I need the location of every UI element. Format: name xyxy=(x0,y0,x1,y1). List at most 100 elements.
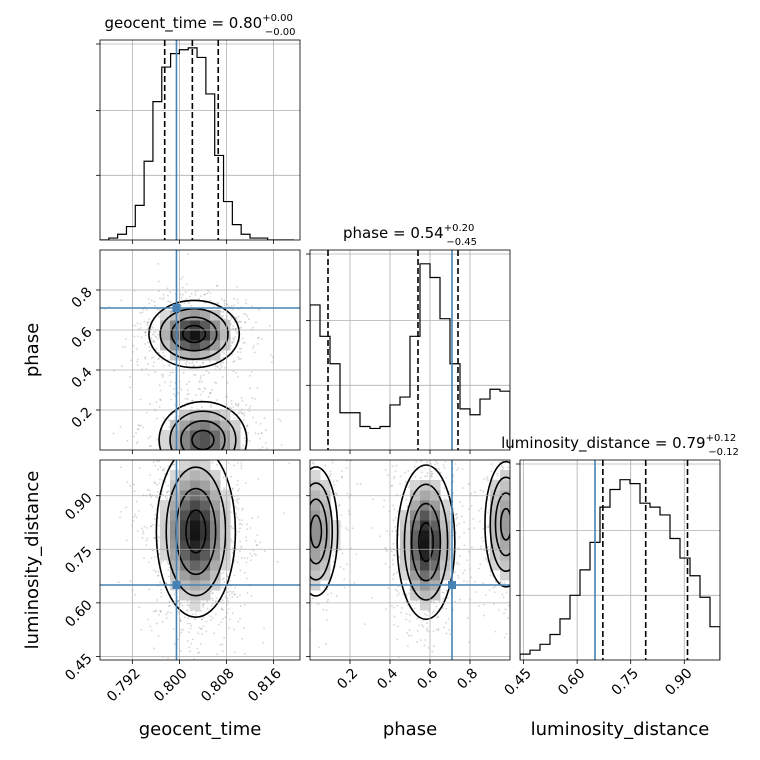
scatter-point xyxy=(233,465,235,467)
scatter-point xyxy=(139,467,141,469)
scatter-point xyxy=(201,633,203,635)
scatter-point xyxy=(456,513,458,515)
scatter-point xyxy=(263,628,265,630)
density-cell xyxy=(190,600,201,611)
scatter-point xyxy=(249,465,251,467)
scatter-point xyxy=(264,417,266,419)
scatter-point xyxy=(431,457,433,459)
scatter-point xyxy=(482,582,484,584)
scatter-point xyxy=(237,621,239,623)
scatter-point xyxy=(159,406,161,408)
scatter-point xyxy=(166,613,168,615)
scatter-point xyxy=(129,376,131,378)
scatter-point xyxy=(223,487,225,489)
scatter-point xyxy=(241,447,243,449)
density-cell xyxy=(220,550,231,561)
scatter-point xyxy=(134,490,136,492)
scatter-point xyxy=(153,457,155,459)
density-cell xyxy=(190,490,201,501)
scatter-point xyxy=(431,473,433,475)
scatter-point xyxy=(478,420,480,422)
scatter-point xyxy=(510,521,512,523)
joint-panel-geocent_time-luminosity_distance xyxy=(100,354,300,694)
scatter-point xyxy=(297,538,299,540)
scatter-point xyxy=(191,678,193,680)
scatter-point xyxy=(296,577,298,579)
scatter-point xyxy=(257,516,259,518)
scatter-point xyxy=(372,527,374,529)
scatter-point xyxy=(384,547,386,549)
scatter-point xyxy=(372,498,374,500)
scatter-point xyxy=(536,534,538,536)
density-cell xyxy=(210,470,221,481)
title-main: geocent_time = 0.80 xyxy=(105,14,263,33)
scatter-point xyxy=(192,614,194,616)
scatter-point xyxy=(182,629,184,631)
scatter-point xyxy=(231,400,233,402)
scatter-point xyxy=(158,338,160,340)
scatter-point xyxy=(360,483,362,485)
scatter-point xyxy=(333,561,335,563)
scatter-point xyxy=(157,497,159,499)
scatter-point xyxy=(240,546,242,548)
scatter-point xyxy=(515,429,517,431)
scatter-point xyxy=(457,467,459,469)
scatter-point xyxy=(386,550,388,552)
scatter-point xyxy=(239,528,241,530)
scatter-point xyxy=(142,427,144,429)
scatter-point xyxy=(414,450,416,452)
scatter-point xyxy=(275,453,277,455)
scatter-point xyxy=(244,604,246,606)
scatter-point xyxy=(210,619,212,621)
scatter-point xyxy=(397,458,399,460)
density-cell xyxy=(310,470,321,481)
density-cell xyxy=(210,560,221,571)
scatter-point xyxy=(177,461,179,463)
scatter-point xyxy=(306,537,308,539)
scatter-point xyxy=(514,484,516,486)
scatter-point xyxy=(396,605,398,607)
density-cell xyxy=(190,570,201,581)
scatter-point xyxy=(443,464,445,466)
scatter-point xyxy=(245,404,247,406)
scatter-point xyxy=(144,358,146,360)
scatter-point xyxy=(223,587,225,589)
scatter-point xyxy=(339,566,341,568)
scatter-point xyxy=(243,420,245,422)
scatter-point xyxy=(220,644,222,646)
scatter-point xyxy=(327,446,329,448)
scatter-point xyxy=(487,480,489,482)
scatter-point xyxy=(467,617,469,619)
scatter-point xyxy=(164,355,166,357)
density-cell xyxy=(440,520,451,531)
scatter-point xyxy=(206,601,208,603)
scatter-point xyxy=(517,489,519,491)
scatter-point xyxy=(514,568,516,570)
density-cell xyxy=(190,460,201,471)
scatter-point xyxy=(479,521,481,523)
scatter-point xyxy=(157,263,159,265)
scatter-point xyxy=(312,437,314,439)
scatter-point xyxy=(162,376,164,378)
scatter-point xyxy=(344,437,346,439)
scatter-point xyxy=(233,454,235,456)
scatter-point xyxy=(232,455,234,457)
scatter-point xyxy=(259,541,261,543)
scatter-point xyxy=(493,603,495,605)
scatter-point xyxy=(454,571,456,573)
scatter-point xyxy=(227,462,229,464)
scatter-point xyxy=(297,427,299,429)
scatter-point xyxy=(329,476,331,478)
scatter-point xyxy=(305,532,307,534)
scatter-point xyxy=(355,553,357,555)
scatter-point xyxy=(290,464,292,466)
x-tick-label: 0.816 xyxy=(245,665,285,705)
density-cell xyxy=(420,600,431,611)
scatter-point xyxy=(392,559,394,561)
scatter-point xyxy=(491,396,493,398)
scatter-point xyxy=(529,452,531,454)
scatter-point xyxy=(442,592,444,594)
scatter-point xyxy=(154,556,156,558)
scatter-point xyxy=(313,463,315,465)
scatter-point xyxy=(146,324,148,326)
